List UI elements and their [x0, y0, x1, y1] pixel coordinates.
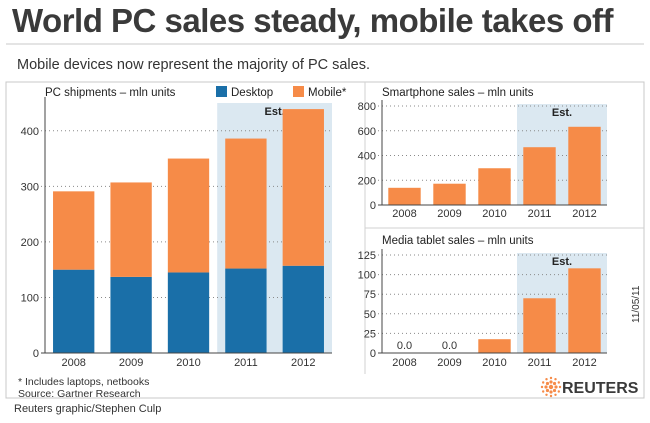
- graphic-credit: Reuters graphic/Stephen Culp: [14, 403, 162, 415]
- source-note: Source: Gartner Research: [18, 388, 141, 400]
- chart-title: PC shipments – mln units: [45, 87, 176, 99]
- x-tick-label: 2008: [392, 208, 416, 220]
- x-tick-label: 2009: [437, 208, 461, 220]
- logo-dot: [542, 390, 545, 393]
- reuters-logo-mark: [540, 376, 562, 398]
- x-tick-label: 2012: [291, 357, 315, 369]
- logo-dot: [549, 394, 553, 398]
- logo-dot: [552, 388, 557, 393]
- bar-mobile-2012: [282, 109, 324, 266]
- y-tick-label: 125: [358, 250, 376, 262]
- bar-desktop-2008: [53, 269, 95, 353]
- logo-dot: [554, 385, 558, 389]
- x-tick-label: 2011: [528, 357, 552, 369]
- legend-label-mobile: Mobile*: [308, 87, 347, 99]
- legend-swatch-desktop: [216, 86, 227, 97]
- logo-dot: [544, 385, 548, 389]
- bar-mobile-2011: [225, 138, 267, 269]
- tablet-sales-chart: Est. 0 25 50 75 100 125 0.0 2008 0.0 2009 2010 2011 2…: [358, 235, 607, 369]
- y-tick-label: 0: [370, 348, 376, 360]
- bar-mobile-2010: [167, 158, 210, 273]
- x-tick-label: 2008: [392, 357, 416, 369]
- data-label-2009: 0.0: [442, 340, 457, 352]
- logo-dot: [545, 388, 550, 393]
- estimate-label: Est.: [552, 256, 572, 268]
- logo-dot: [557, 381, 560, 384]
- logo-dot: [552, 381, 557, 386]
- y-tick-label: 100: [358, 270, 376, 282]
- logo-dot: [554, 378, 557, 381]
- bar-desktop-2012: [282, 265, 324, 353]
- x-tick-label: 2008: [61, 357, 85, 369]
- logo-dot: [549, 390, 553, 394]
- x-tick-label: 2012: [572, 208, 596, 220]
- x-tick-label: 2009: [119, 357, 143, 369]
- reuters-wordmark: REUTERS: [562, 380, 639, 397]
- y-tick-label: 0: [370, 200, 376, 212]
- y-tick-label: 50: [364, 309, 376, 321]
- pc-shipments-chart: Est. 0 100 200 300 400 2008 2009 2010 2011 2012 PC …: [21, 86, 347, 369]
- chart-title: Media tablet sales – mln units: [382, 235, 534, 247]
- y-tick-label: 400: [358, 151, 376, 163]
- bar-desktop-2011: [225, 268, 267, 353]
- y-tick-label: 600: [358, 126, 376, 138]
- x-tick-label: 2010: [176, 357, 200, 369]
- logo-dot: [557, 390, 560, 393]
- estimate-label: Est.: [552, 107, 572, 119]
- logo-dot: [558, 385, 562, 389]
- logo-dot: [545, 378, 548, 381]
- smartphone-sales-chart: Est. 0 200 400 600 800 2008 2009 2010 2011 2012 Sma…: [358, 87, 607, 220]
- x-tick-label: 2010: [482, 357, 506, 369]
- estimate-label: Est.: [265, 106, 285, 118]
- legend-label-desktop: Desktop: [231, 87, 273, 99]
- bar-mobile-2008: [53, 191, 95, 270]
- x-tick-label: 2011: [234, 357, 258, 369]
- y-tick-label: 100: [21, 292, 39, 304]
- logo-dot: [545, 381, 550, 386]
- bar-2012: [568, 126, 601, 205]
- x-tick-label: 2012: [572, 357, 596, 369]
- panel-border: [5, 81, 645, 399]
- x-tick-label: 2010: [482, 208, 506, 220]
- bar-2011: [523, 298, 556, 353]
- bar-2010: [478, 339, 511, 353]
- logo-dot: [549, 376, 553, 380]
- y-tick-label: 300: [21, 181, 39, 193]
- bar-desktop-2009: [110, 276, 152, 353]
- logo-dot: [545, 393, 548, 396]
- headline: World PC sales steady, mobile takes off: [12, 2, 613, 39]
- bar-2010: [478, 168, 511, 205]
- y-tick-label: 800: [358, 101, 376, 113]
- y-tick-label: 200: [358, 175, 376, 187]
- bar-2011: [523, 147, 556, 205]
- reuters-logo: REUTERS: [540, 376, 639, 398]
- y-tick-label: 0: [33, 348, 39, 360]
- legend-swatch-mobile: [293, 86, 304, 97]
- y-tick-label: 400: [21, 126, 39, 138]
- x-tick-label: 2009: [437, 357, 461, 369]
- chart-title: Smartphone sales – mln units: [382, 87, 534, 99]
- bar-2012: [568, 268, 601, 353]
- logo-dot: [548, 384, 554, 390]
- bar-2009: [433, 183, 466, 205]
- logo-dot: [549, 380, 553, 384]
- footnote: * Includes laptops, netbooks: [18, 376, 149, 388]
- y-tick-label: 200: [21, 237, 39, 249]
- bar-mobile-2009: [110, 182, 152, 277]
- y-tick-label: 25: [364, 328, 376, 340]
- logo-dot: [554, 393, 557, 396]
- date-stamp: 11/05/11: [631, 285, 642, 323]
- subheadline: Mobile devices now represent the majorit…: [17, 57, 370, 73]
- logo-dot: [542, 381, 545, 384]
- y-tick-label: 75: [364, 289, 376, 301]
- x-tick-label: 2011: [528, 208, 552, 220]
- data-label-2008: 0.0: [397, 340, 412, 352]
- bar-desktop-2010: [167, 272, 210, 353]
- bar-2008: [388, 187, 421, 205]
- logo-dot: [540, 385, 544, 389]
